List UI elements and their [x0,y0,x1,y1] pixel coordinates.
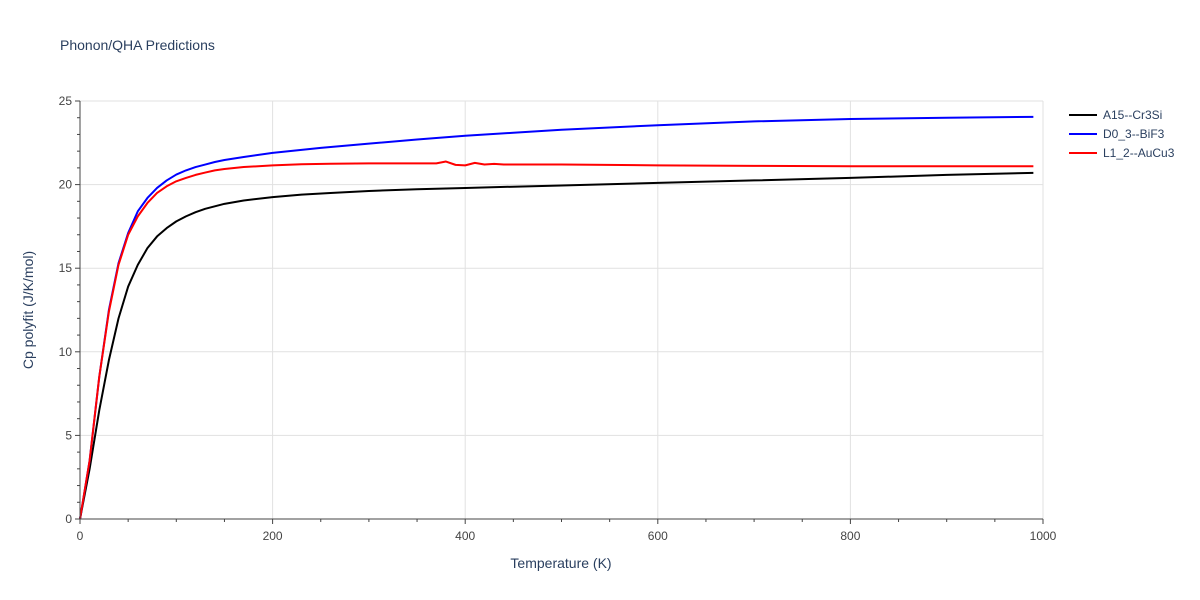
x-tick-label: 600 [648,529,668,543]
series-line-0 [79,171,1034,520]
x-tick-label: 800 [840,529,860,543]
legend-label: L1_2--AuCu3 [1103,146,1175,160]
x-tick-label: 1000 [1030,529,1057,543]
chart-title: Phonon/QHA Predictions [60,37,215,53]
y-tick-label: 0 [65,512,72,526]
y-axis-title: Cp polyfit (J/K/mol) [20,251,36,369]
plot-area [79,115,1034,520]
legend-label: A15--Cr3Si [1103,108,1162,122]
legend-label: D0_3--BiF3 [1103,127,1165,141]
y-tick-label: 20 [59,178,73,192]
y-tick-label: 25 [59,94,73,108]
series-line-2 [79,160,1034,520]
x-tick-label: 0 [77,529,84,543]
x-axis-title: Temperature (K) [510,555,611,571]
axes [75,100,1044,524]
legend: A15--Cr3Si D0_3--BiF3 L1_2--AuCu3 [1069,108,1175,160]
y-tick-label: 10 [59,345,73,359]
x-tick-label: 400 [455,529,475,543]
y-tick-label: 5 [65,428,72,442]
y-tick-label: 15 [59,261,73,275]
x-tick-label: 200 [263,529,283,543]
tick-labels: 0 200 400 600 800 1000 0 5 10 15 20 25 [59,94,1057,543]
